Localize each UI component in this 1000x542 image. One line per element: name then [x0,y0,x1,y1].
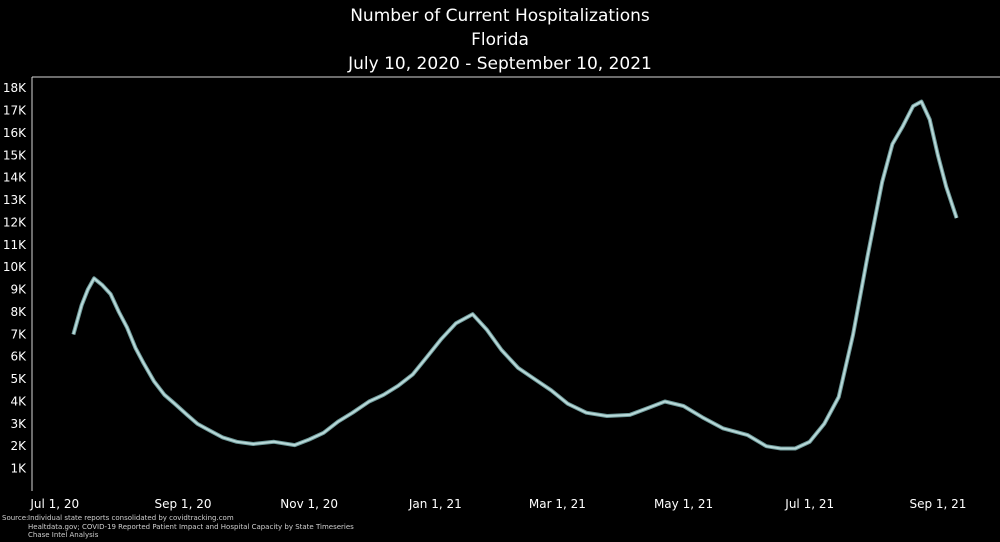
y-tick-label: 1K [10,462,27,476]
y-tick-label: 16K [3,126,27,140]
chart-subtitle: Florida [471,30,529,50]
series-line [72,100,958,450]
source-line-1: Individual state reports consolidated by… [28,514,234,522]
x-axis-ticks: Jul 1, 20 Sep 1, 20 Nov 1, 20 Jan 1, 21 Mar … [29,497,966,511]
series-line-glow [71,99,959,451]
y-tick-label: 15K [3,148,27,162]
x-tick-label: Nov 1, 20 [280,497,338,511]
y-axis-ticks: 1K 2K 3K 4K 5K 6K 7K 8K 9K 10K 11K 12K 13K 14K 15K 16K 1… [3,81,27,475]
y-tick-label: 17K [3,104,27,118]
x-tick-label: Jul 1, 21 [784,497,834,511]
chart-title: Number of Current Hospitalizations [350,6,650,26]
y-tick-label: 6K [10,350,27,364]
source-note: Source:Individual state reports consolid… [2,514,354,540]
y-tick-label: 12K [3,215,27,229]
x-tick-label: May 1, 21 [654,497,713,511]
y-tick-label: 3K [10,417,27,431]
y-tick-label: 4K [10,394,27,408]
source-line-3: Chase Intel Analysis [28,531,99,539]
x-tick-label: Sep 1, 21 [909,497,966,511]
y-tick-label: 11K [3,238,27,252]
x-tick-label: Sep 1, 20 [155,497,212,511]
y-tick-label: 18K [3,81,27,95]
y-tick-label: 7K [10,327,27,341]
x-tick-label: Mar 1, 21 [529,497,586,511]
x-tick-label: Jan 1, 21 [408,497,462,511]
chart-date-range: July 10, 2020 - September 10, 2021 [348,54,652,74]
source-line-2: Healtdata.gov; COVID-19 Reported Patient… [28,522,354,531]
y-tick-label: 10K [3,260,27,274]
y-tick-label: 14K [3,171,27,185]
series-group [71,99,959,451]
source-label: Source: [2,514,29,522]
chart-titles: Number of Current Hospitalizations Flori… [0,4,1000,76]
y-tick-label: 13K [3,193,27,207]
x-tick-label: Jul 1, 20 [29,497,79,511]
y-tick-label: 9K [10,283,27,297]
y-tick-label: 5K [10,372,27,386]
y-tick-label: 8K [10,305,27,319]
y-tick-label: 2K [10,439,27,453]
